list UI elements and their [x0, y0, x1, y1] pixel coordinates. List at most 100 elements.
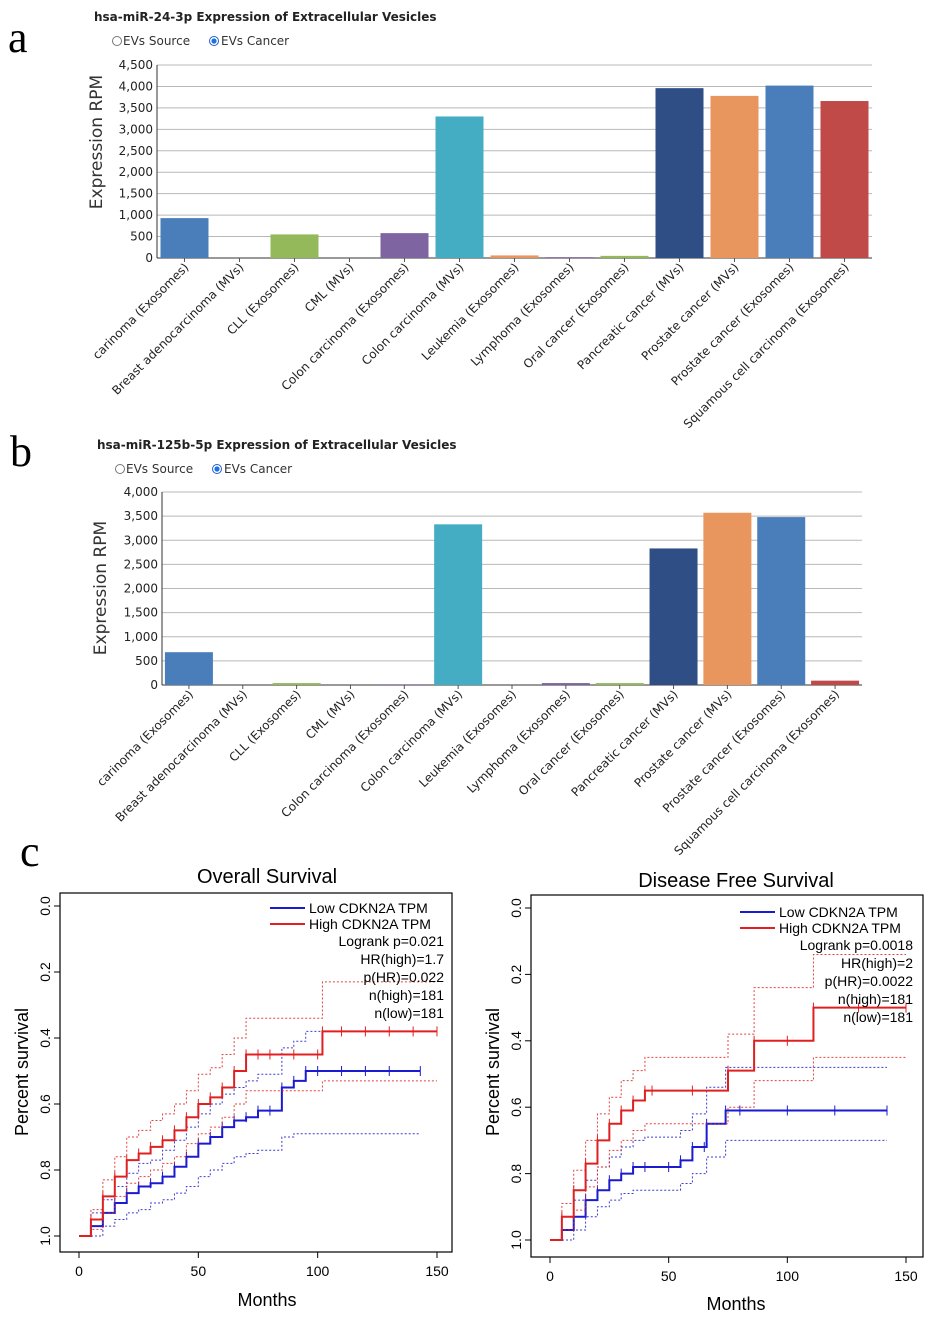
x-category-label: Prostate cancer (MVs): [639, 260, 742, 363]
bar: [490, 255, 539, 258]
bar: [270, 234, 319, 258]
radio-ev-source-circle[interactable]: [112, 36, 122, 46]
ci-lower-line: [550, 1066, 888, 1241]
x-tick-label: 50: [191, 1263, 207, 1279]
ci-upper-line: [550, 1139, 888, 1241]
km-frame: [59, 892, 453, 1253]
y-tick-label: 4,000: [124, 485, 158, 499]
y-tick-labels: 0 500 1,000 1,500 2,000 2,500 3,000 3,500 4,000: [124, 485, 158, 692]
km-curves: [79, 981, 438, 1237]
x-category-label: Pancreatic cancer (MVs): [569, 687, 681, 799]
survival-curve: [550, 1006, 906, 1241]
y-tick-label: 2,500: [124, 557, 158, 571]
ci-lower-line: [550, 953, 906, 1241]
x-category-label: Pancreatic cancer (MVs): [574, 260, 686, 372]
radio-ev-source[interactable]: EVs Source: [112, 34, 191, 48]
x-category-label: CML (MVs): [303, 687, 358, 742]
ci-lower-line: [79, 981, 437, 1237]
y-tick-label: 0.0: [508, 898, 524, 918]
panel-label-a: a: [8, 13, 28, 62]
km-curves: [550, 953, 907, 1241]
stat-n-low: n(low)=181: [374, 1005, 444, 1021]
stat-hr: HR(high)=1.7: [360, 951, 444, 967]
radio-ev-cancer[interactable]: EVs Cancer: [212, 462, 293, 476]
ci-upper-line: [79, 1133, 421, 1237]
legend-high-label: High CDKN2A TPM: [309, 916, 431, 932]
x-category-labels: carinoma (Exosomes)Breast adenocarcinoma…: [94, 687, 842, 858]
y-tick-label: 2,000: [119, 165, 153, 179]
bar: [545, 257, 594, 258]
x-category-label: Lymphoma (Exosomes): [468, 260, 577, 369]
y-tick-label: 0.6: [37, 1094, 53, 1114]
km-plot-overall-survival: Overall Survival 0 50 100 150 0.0 0.2 0.4 0.6 0.…: [12, 866, 453, 1310]
x-category-label: Lymphoma (Exosomes): [464, 687, 573, 796]
y-tick-label: 0.6: [508, 1097, 524, 1117]
radio-ev-cancer-label: EVs Cancer: [221, 34, 289, 48]
grid-lines: [156, 64, 872, 259]
bars: [164, 512, 860, 689]
bar: [820, 101, 869, 258]
legend-low-label: Low CDKN2A TPM: [779, 904, 898, 920]
y-tick-label: 1.0: [508, 1230, 524, 1250]
bar: [710, 95, 759, 258]
x-category-label: Colon carcinoma (MVs): [358, 687, 466, 795]
x-tick-label: 150: [894, 1268, 918, 1284]
x-category-label: Prostate cancer (MVs): [631, 687, 734, 790]
x-tick-label: 100: [306, 1263, 330, 1279]
chart-title: hsa-miR-24-3p Expression of Extracellula…: [94, 10, 437, 24]
bar-chart-mir-125b-5p: hsa-miR-125b-5p Expression of Extracellu…: [91, 438, 862, 858]
stat-logrank: Logrank p=0.0018: [800, 937, 913, 953]
x-axis-label: Months: [237, 1290, 296, 1310]
bars: [160, 85, 869, 262]
y-tick-label: 1.0: [37, 1226, 53, 1246]
y-axis-label: Expression RPM: [87, 75, 107, 209]
radio-ev-cancer[interactable]: EVs Cancer: [209, 34, 290, 48]
bar: [380, 233, 429, 258]
y-tick-label: 2,500: [119, 144, 153, 158]
x-category-label: carinoma (Exosomes): [90, 260, 192, 362]
x-axis-label: Months: [706, 1294, 765, 1314]
bar: [160, 218, 209, 258]
y-tick-label: 0.8: [508, 1164, 524, 1184]
y-tick-label: 3,000: [119, 122, 153, 136]
y-axis-label: Percent survival: [483, 1008, 503, 1136]
x-category-label: carinoma (Exosomes): [94, 687, 196, 789]
y-tick-label: 0.4: [508, 1031, 524, 1051]
stat-n-high: n(high)=181: [369, 987, 444, 1003]
panel-label-b: b: [10, 427, 32, 476]
x-tick-label: 0: [546, 1268, 554, 1284]
x-category-label: Colon carcinoma (MVs): [359, 260, 467, 368]
chart-title: hsa-miR-125b-5p Expression of Extracellu…: [97, 438, 456, 452]
bar: [541, 683, 590, 685]
survival-curve: [79, 1030, 437, 1237]
y-tick-label: 0: [150, 678, 158, 692]
y-tick-label: 0.2: [508, 964, 524, 984]
ci-upper-line: [79, 1080, 437, 1237]
y-tick-label: 1,000: [124, 630, 158, 644]
radio-ev-source-circle[interactable]: [115, 464, 125, 474]
y-tick-label: 3,500: [119, 101, 153, 115]
stat-n-high: n(high)=181: [838, 991, 913, 1007]
km-frame: [530, 894, 924, 1258]
y-tick-label: 3,000: [124, 533, 158, 547]
radio-ev-source[interactable]: EVs Source: [115, 462, 194, 476]
y-axis-label: Expression RPM: [91, 521, 111, 655]
bar: [435, 116, 484, 258]
bar-chart-mir-24-3p: hsa-miR-24-3p Expression of Extracellula…: [87, 10, 872, 431]
bar: [380, 684, 429, 685]
y-tick-label: 1,500: [124, 606, 158, 620]
y-tick-label: 1,000: [119, 208, 153, 222]
y-tick-label: 3,500: [124, 509, 158, 523]
y-tick-label: 0: [145, 251, 153, 265]
bar: [655, 88, 704, 258]
km-axes: 0 50 100 150 0.0 0.2 0.4 0.6 0.8 1.0: [37, 896, 449, 1279]
radio-ev-cancer-dot: [211, 38, 217, 44]
y-tick-label: 1,500: [119, 187, 153, 201]
y-tick-label: 0.4: [37, 1028, 53, 1048]
radio-ev-source-label: EVs Source: [126, 462, 193, 476]
survival-curve: [550, 1109, 888, 1241]
y-tick-label: 0.0: [37, 896, 53, 916]
km-plot-disease-free-survival: Disease Free Survival 0 50 100 150 0.0 0.2 0.4…: [483, 870, 924, 1314]
y-axis-label: Percent survival: [12, 1008, 32, 1136]
grid-lines: [161, 491, 862, 686]
